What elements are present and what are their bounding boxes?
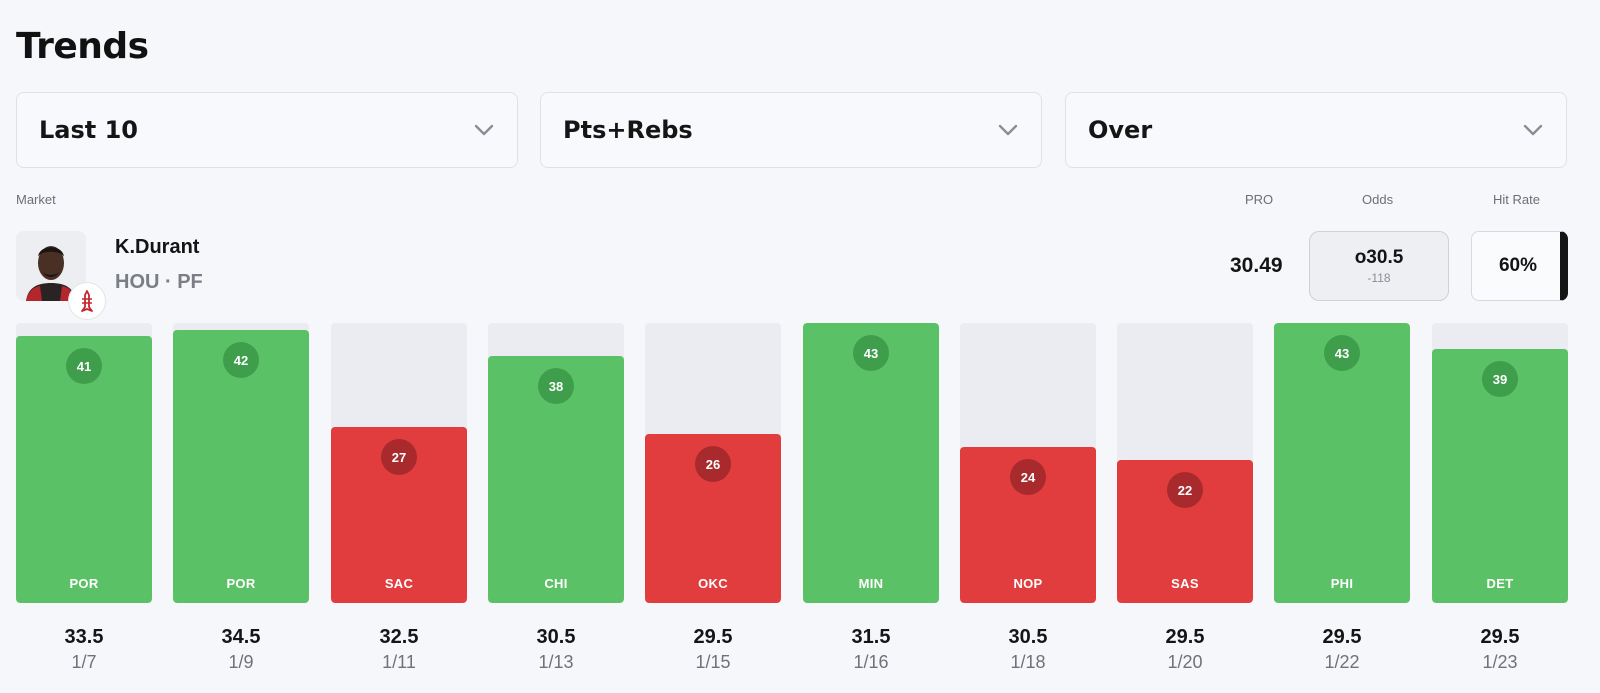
game-opponent-label: DET [1486, 576, 1514, 591]
odds-line: o30.5 [1354, 247, 1404, 268]
game-date-label: 1/7 [71, 652, 97, 672]
chevron-down-icon [473, 119, 495, 141]
game-opponent-label: NOP [1013, 576, 1043, 591]
game-bar: 38 CHI [488, 356, 624, 603]
game-date-label: 1/9 [228, 652, 254, 672]
game-line-label: 29.5 [1165, 626, 1205, 648]
game-opponent-label: POR [69, 576, 99, 591]
game-line-label: 30.5 [536, 626, 576, 648]
game-opponent-label: SAC [384, 576, 414, 591]
game-bar-slot[interactable]: 43 PHI [1274, 323, 1410, 603]
odds-button[interactable]: o30.5 -118 [1309, 231, 1449, 301]
game-date-label: 1/16 [853, 652, 889, 672]
chevron-down-icon [1522, 119, 1544, 141]
game-value-badge: 22 [1167, 472, 1203, 508]
game-date-label: 1/20 [1167, 652, 1203, 672]
game-date-label: 1/23 [1482, 652, 1518, 672]
game-line-label: 30.5 [1008, 626, 1048, 648]
player-avatar [16, 231, 86, 301]
game-bar: 42 POR [173, 330, 309, 603]
side-dropdown-value: Over [1088, 116, 1153, 144]
game-bar-slot[interactable]: 42 POR [173, 323, 309, 603]
hit-rate-label: Hit Rate [1493, 192, 1540, 207]
range-dropdown[interactable]: Last 10 [16, 92, 518, 168]
game-line-label: 29.5 [1480, 626, 1520, 648]
game-bar-slot[interactable]: 24 NOP [960, 323, 1096, 603]
game-value-badge: 26 [695, 446, 731, 482]
game-date-label: 1/18 [1010, 652, 1046, 672]
game-value-badge: 27 [381, 439, 417, 475]
market-dropdown[interactable]: Pts+Rebs [540, 92, 1042, 168]
game-bar-slot[interactable]: 38 CHI [488, 323, 624, 603]
game-value-badge: 39 [1482, 361, 1518, 397]
odds-price: -118 [1367, 271, 1391, 285]
hit-rate-box: 60% [1471, 231, 1568, 301]
game-bar: 27 SAC [331, 427, 467, 603]
game-opponent-label: SAS [1171, 576, 1199, 591]
game-line-label: 29.5 [1322, 626, 1362, 648]
odds-label: Odds [1362, 192, 1394, 207]
rockets-logo-icon [68, 282, 106, 320]
game-opponent-label: MIN [858, 576, 884, 591]
hit-rate-value: 60% [1498, 255, 1538, 276]
range-dropdown-value: Last 10 [39, 116, 138, 144]
chevron-down-icon [997, 119, 1019, 141]
market-dropdown-value: Pts+Rebs [563, 116, 693, 144]
game-bar: 43 PHI [1274, 323, 1410, 603]
game-opponent-label: POR [226, 576, 256, 591]
game-bar: 22 SAS [1117, 460, 1253, 603]
game-opponent-label: PHI [1330, 576, 1354, 591]
game-date-label: 1/22 [1324, 652, 1360, 672]
game-line-label: 32.5 [379, 626, 419, 648]
game-value-badge: 41 [66, 348, 102, 384]
game-value-badge: 24 [1010, 459, 1046, 495]
game-bar: 24 NOP [960, 447, 1096, 603]
game-opponent-label: CHI [544, 576, 568, 591]
side-dropdown[interactable]: Over [1065, 92, 1567, 168]
game-bar-slot[interactable]: 43 MIN [803, 323, 939, 603]
game-line-label: 31.5 [851, 626, 891, 648]
game-bar-slot[interactable]: 26 OKC [645, 323, 781, 603]
market-label: Market [16, 192, 56, 207]
game-opponent-label: OKC [698, 576, 728, 591]
player-team-position: HOU · PF [115, 271, 203, 293]
game-value-badge: 42 [223, 342, 259, 378]
game-bar-slot[interactable]: 22 SAS [1117, 323, 1253, 603]
game-value-badge: 43 [1324, 335, 1360, 371]
game-date-label: 1/13 [538, 652, 574, 672]
pro-projection-value: 30.49 [1230, 254, 1283, 277]
game-value-badge: 43 [853, 335, 889, 371]
game-bar-slot[interactable]: 27 SAC [331, 323, 467, 603]
game-line-label: 34.5 [221, 626, 261, 648]
game-bar: 39 DET [1432, 349, 1568, 603]
game-bar: 26 OKC [645, 434, 781, 603]
game-line-label: 33.5 [64, 626, 104, 648]
game-bar-slot[interactable]: 41 POR [16, 323, 152, 603]
game-bar-slot[interactable]: 39 DET [1432, 323, 1568, 603]
player-name: K.Durant [115, 236, 200, 258]
game-date-label: 1/15 [695, 652, 731, 672]
game-date-label: 1/11 [382, 652, 416, 672]
game-bar: 41 POR [16, 336, 152, 603]
game-value-badge: 38 [538, 368, 574, 404]
game-bar: 43 MIN [803, 323, 939, 603]
page-title: Trends [16, 26, 149, 67]
pro-label: PRO [1245, 192, 1274, 207]
game-line-label: 29.5 [693, 626, 733, 648]
